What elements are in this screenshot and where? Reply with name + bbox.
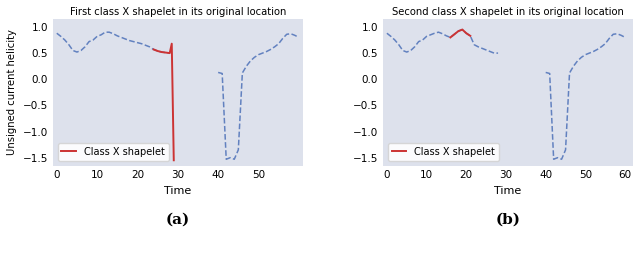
Title: Second class X shapelet in its original location: Second class X shapelet in its original … xyxy=(392,7,624,17)
Legend: Class X shapelet: Class X shapelet xyxy=(58,143,168,161)
Text: (b): (b) xyxy=(495,212,520,226)
Legend: Class X shapelet: Class X shapelet xyxy=(388,143,499,161)
Title: First class X shapelet in its original location: First class X shapelet in its original l… xyxy=(70,7,286,17)
X-axis label: Time: Time xyxy=(494,186,522,196)
Text: (a): (a) xyxy=(166,212,190,226)
Y-axis label: Unsigned current helicity: Unsigned current helicity xyxy=(7,29,17,155)
X-axis label: Time: Time xyxy=(164,186,191,196)
